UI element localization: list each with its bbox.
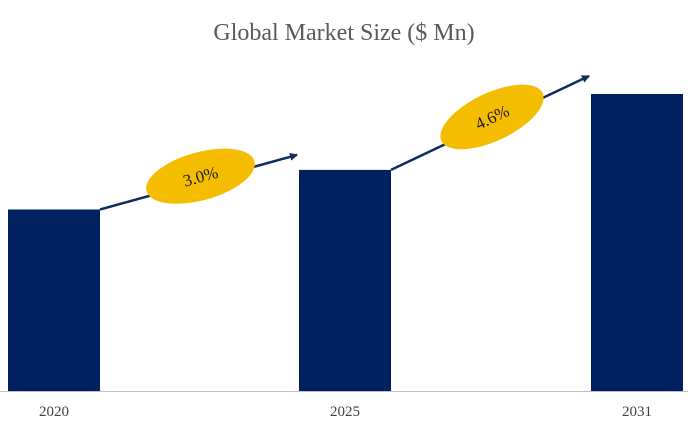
- x-tick-label-2020: 2020: [39, 404, 69, 420]
- cagr-badge-2: 4.6%: [440, 84, 544, 150]
- x-tick-labels-group: 2020 2025 2031: [39, 404, 652, 420]
- x-tick-label-2031: 2031: [622, 404, 652, 420]
- bars-group: [8, 94, 683, 391]
- x-tick-label-2025: 2025: [330, 404, 360, 420]
- cagr-ellipse-1: [146, 148, 255, 204]
- bar-2025: [299, 169, 391, 391]
- cagr-ellipse-2: [440, 84, 544, 150]
- cagr-badges-group: 3.0% 4.6%: [146, 84, 544, 204]
- bar-2031: [591, 94, 683, 391]
- cagr-badge-1: 3.0%: [146, 148, 255, 204]
- chart-title: Global Market Size ($ Mn): [213, 20, 474, 46]
- bar-2020: [8, 209, 100, 391]
